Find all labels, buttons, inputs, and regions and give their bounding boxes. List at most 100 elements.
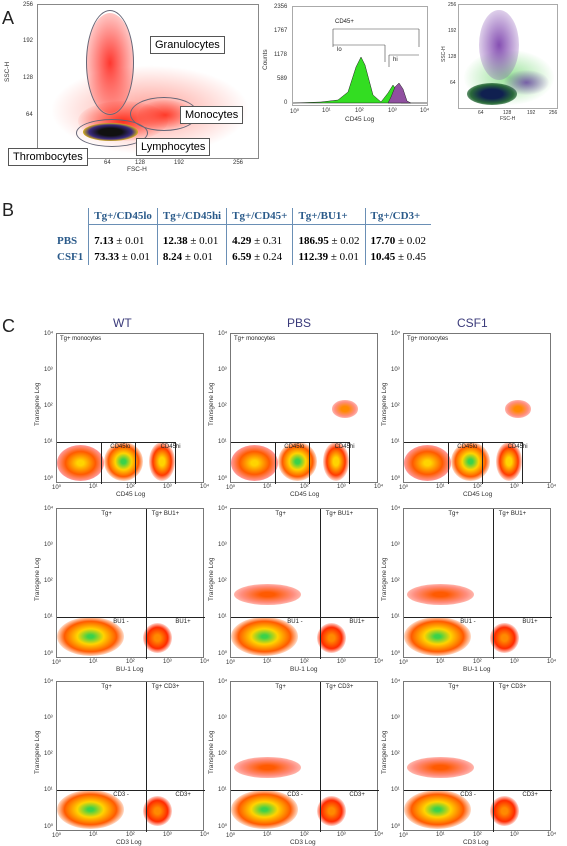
y-tick: 10³: [218, 715, 227, 721]
y-tick: 10⁰: [44, 476, 54, 482]
gate-label-br: CD45hi: [160, 444, 181, 450]
callout-lymphocytes: Lymphocytes: [136, 138, 211, 156]
x-tick: 10⁴: [547, 659, 557, 665]
gate-cd45-pos: CD45+: [335, 19, 354, 25]
flow-plot-csf1-row1: Tg+ monocytes CD45lo CD45hi: [403, 333, 551, 484]
x-tick: 64: [104, 160, 111, 166]
y-tick: 10³: [44, 715, 53, 721]
x-tick: 10⁴: [200, 659, 210, 665]
x-tick: 10²: [126, 659, 135, 665]
gate-label-tr: Tg+ CD3+: [325, 684, 354, 690]
x-tick: 10⁰: [226, 485, 236, 491]
x-tick: 10³: [163, 832, 172, 838]
y-tick: 10⁴: [218, 506, 228, 512]
x-tick: 10⁰: [52, 833, 62, 839]
x-tick: 10²: [355, 108, 364, 114]
x-tick: 10³: [510, 832, 519, 838]
y-axis-label: Transgene Log: [208, 557, 215, 602]
x-tick: 10⁰: [399, 660, 409, 666]
x-tick: 10³: [337, 832, 346, 838]
y-tick: 10²: [44, 403, 53, 409]
gate-label-br: CD3+: [349, 792, 365, 798]
y-tick: 589: [277, 76, 288, 82]
x-tick: 10⁴: [547, 832, 557, 838]
gate-label-bm: CD3 -: [113, 792, 129, 798]
flow-plot-wt-row3: Tg+ Tg+ CD3+ CD3 - CD3+: [56, 681, 205, 832]
y-axis-label: Transgene Log: [381, 557, 388, 602]
cell: 73.33 ± 0.01: [88, 248, 158, 265]
x-axis-label: CD3 Log: [290, 839, 316, 846]
gate-label-br: CD3+: [175, 792, 191, 798]
gate-label-br: CD45hi: [507, 444, 528, 450]
x-tick: 192: [174, 160, 185, 166]
y-tick: 256: [448, 2, 457, 8]
cell: 7.13 ± 0.01: [88, 232, 158, 249]
x-tick: 10⁰: [52, 485, 62, 491]
x-tick: 128: [503, 110, 512, 116]
y-axis-label: Transgene Log: [208, 382, 215, 427]
y-tick: 1178: [274, 52, 287, 58]
cell: 6.59 ± 0.24: [226, 248, 293, 265]
y-tick: 10³: [218, 542, 227, 548]
y-tick: 64: [450, 80, 456, 86]
gate-label-tr: Tg+ CD3+: [498, 684, 527, 690]
x-axis-label: CD45 Log: [116, 491, 146, 498]
x-tick: 10¹: [436, 484, 445, 490]
y-tick: 10⁰: [218, 476, 228, 482]
gate-label-bm: BU1 -: [460, 619, 476, 625]
x-axis-label: BU-1 Log: [463, 666, 491, 673]
x-axis-label: CD45 Log: [463, 491, 493, 498]
y-tick: 64: [26, 112, 33, 118]
y-tick: 10⁴: [44, 679, 54, 685]
y-tick: 10²: [218, 578, 227, 584]
gate-label-br: BU1+: [349, 619, 365, 625]
x-tick: 10⁰: [52, 660, 62, 666]
y-tick: 10⁴: [218, 331, 228, 337]
y-axis-label: Transgene Log: [381, 382, 388, 427]
flow-plot-pbs-row2: Tg+ Tg+ BU1+ BU1 - BU1+: [230, 508, 379, 659]
gate-label-bm: BU1 -: [113, 619, 129, 625]
x-axis-label: BU-1 Log: [116, 666, 144, 673]
x-tick: 10⁴: [547, 484, 557, 490]
y-tick: 10³: [44, 542, 53, 548]
y-tick: 10¹: [391, 614, 400, 620]
flow-plot-csf1-row3: Tg+ Tg+ CD3+ CD3 - CD3+: [403, 681, 552, 832]
gate-label-tr: Tg+ BU1+: [325, 511, 354, 517]
y-tick: 10¹: [391, 439, 400, 445]
x-tick: 10⁰: [226, 660, 236, 666]
x-tick: 10⁰: [399, 485, 409, 491]
y-tick: 10⁰: [44, 651, 54, 657]
x-tick: 10³: [510, 659, 519, 665]
gate-cd45-lo: lo: [337, 47, 342, 53]
y-tick: 10⁰: [44, 824, 54, 830]
gate-label-br: CD3+: [522, 792, 538, 798]
col-header: Tg+/CD45+: [226, 208, 293, 225]
y-tick: 10¹: [218, 787, 227, 793]
x-tick: 10¹: [436, 659, 445, 665]
table-row: CSF1 73.33 ± 0.01 8.24 ± 0.01 6.59 ± 0.2…: [52, 248, 432, 265]
gate-label-bm: CD3 -: [460, 792, 476, 798]
fsc-ssc-scatter: [37, 4, 259, 159]
x-tick: 10⁴: [374, 832, 384, 838]
y-tick: 256: [23, 2, 34, 8]
gate-label-tl: Tg+ monocytes: [407, 336, 449, 342]
gate-label-br: CD45hi: [334, 444, 355, 450]
y-tick: 10¹: [218, 614, 227, 620]
gate-label-tl: Tg+: [101, 511, 112, 517]
y-tick: 10²: [44, 751, 53, 757]
x-axis-label: BU-1 Log: [290, 666, 318, 673]
y-tick: 128: [448, 54, 457, 60]
table-row: PBS 7.13 ± 0.01 12.38 ± 0.01 4.29 ± 0.31…: [52, 232, 432, 249]
y-tick: 10³: [391, 542, 400, 548]
gate-label-bm: CD3 -: [287, 792, 303, 798]
y-axis-label: Transgene Log: [34, 382, 41, 427]
y-axis-label: Transgene Log: [34, 557, 41, 602]
y-tick: 2356: [274, 4, 288, 10]
cd45-histogram: CD45+ lo hi: [292, 6, 428, 106]
x-tick: 10¹: [89, 659, 98, 665]
x-tick: 10¹: [322, 108, 331, 114]
x-tick: 10¹: [89, 484, 98, 490]
y-tick: 10¹: [44, 787, 53, 793]
y-tick: 10²: [391, 403, 400, 409]
x-axis-label: CD3 Log: [116, 839, 142, 846]
